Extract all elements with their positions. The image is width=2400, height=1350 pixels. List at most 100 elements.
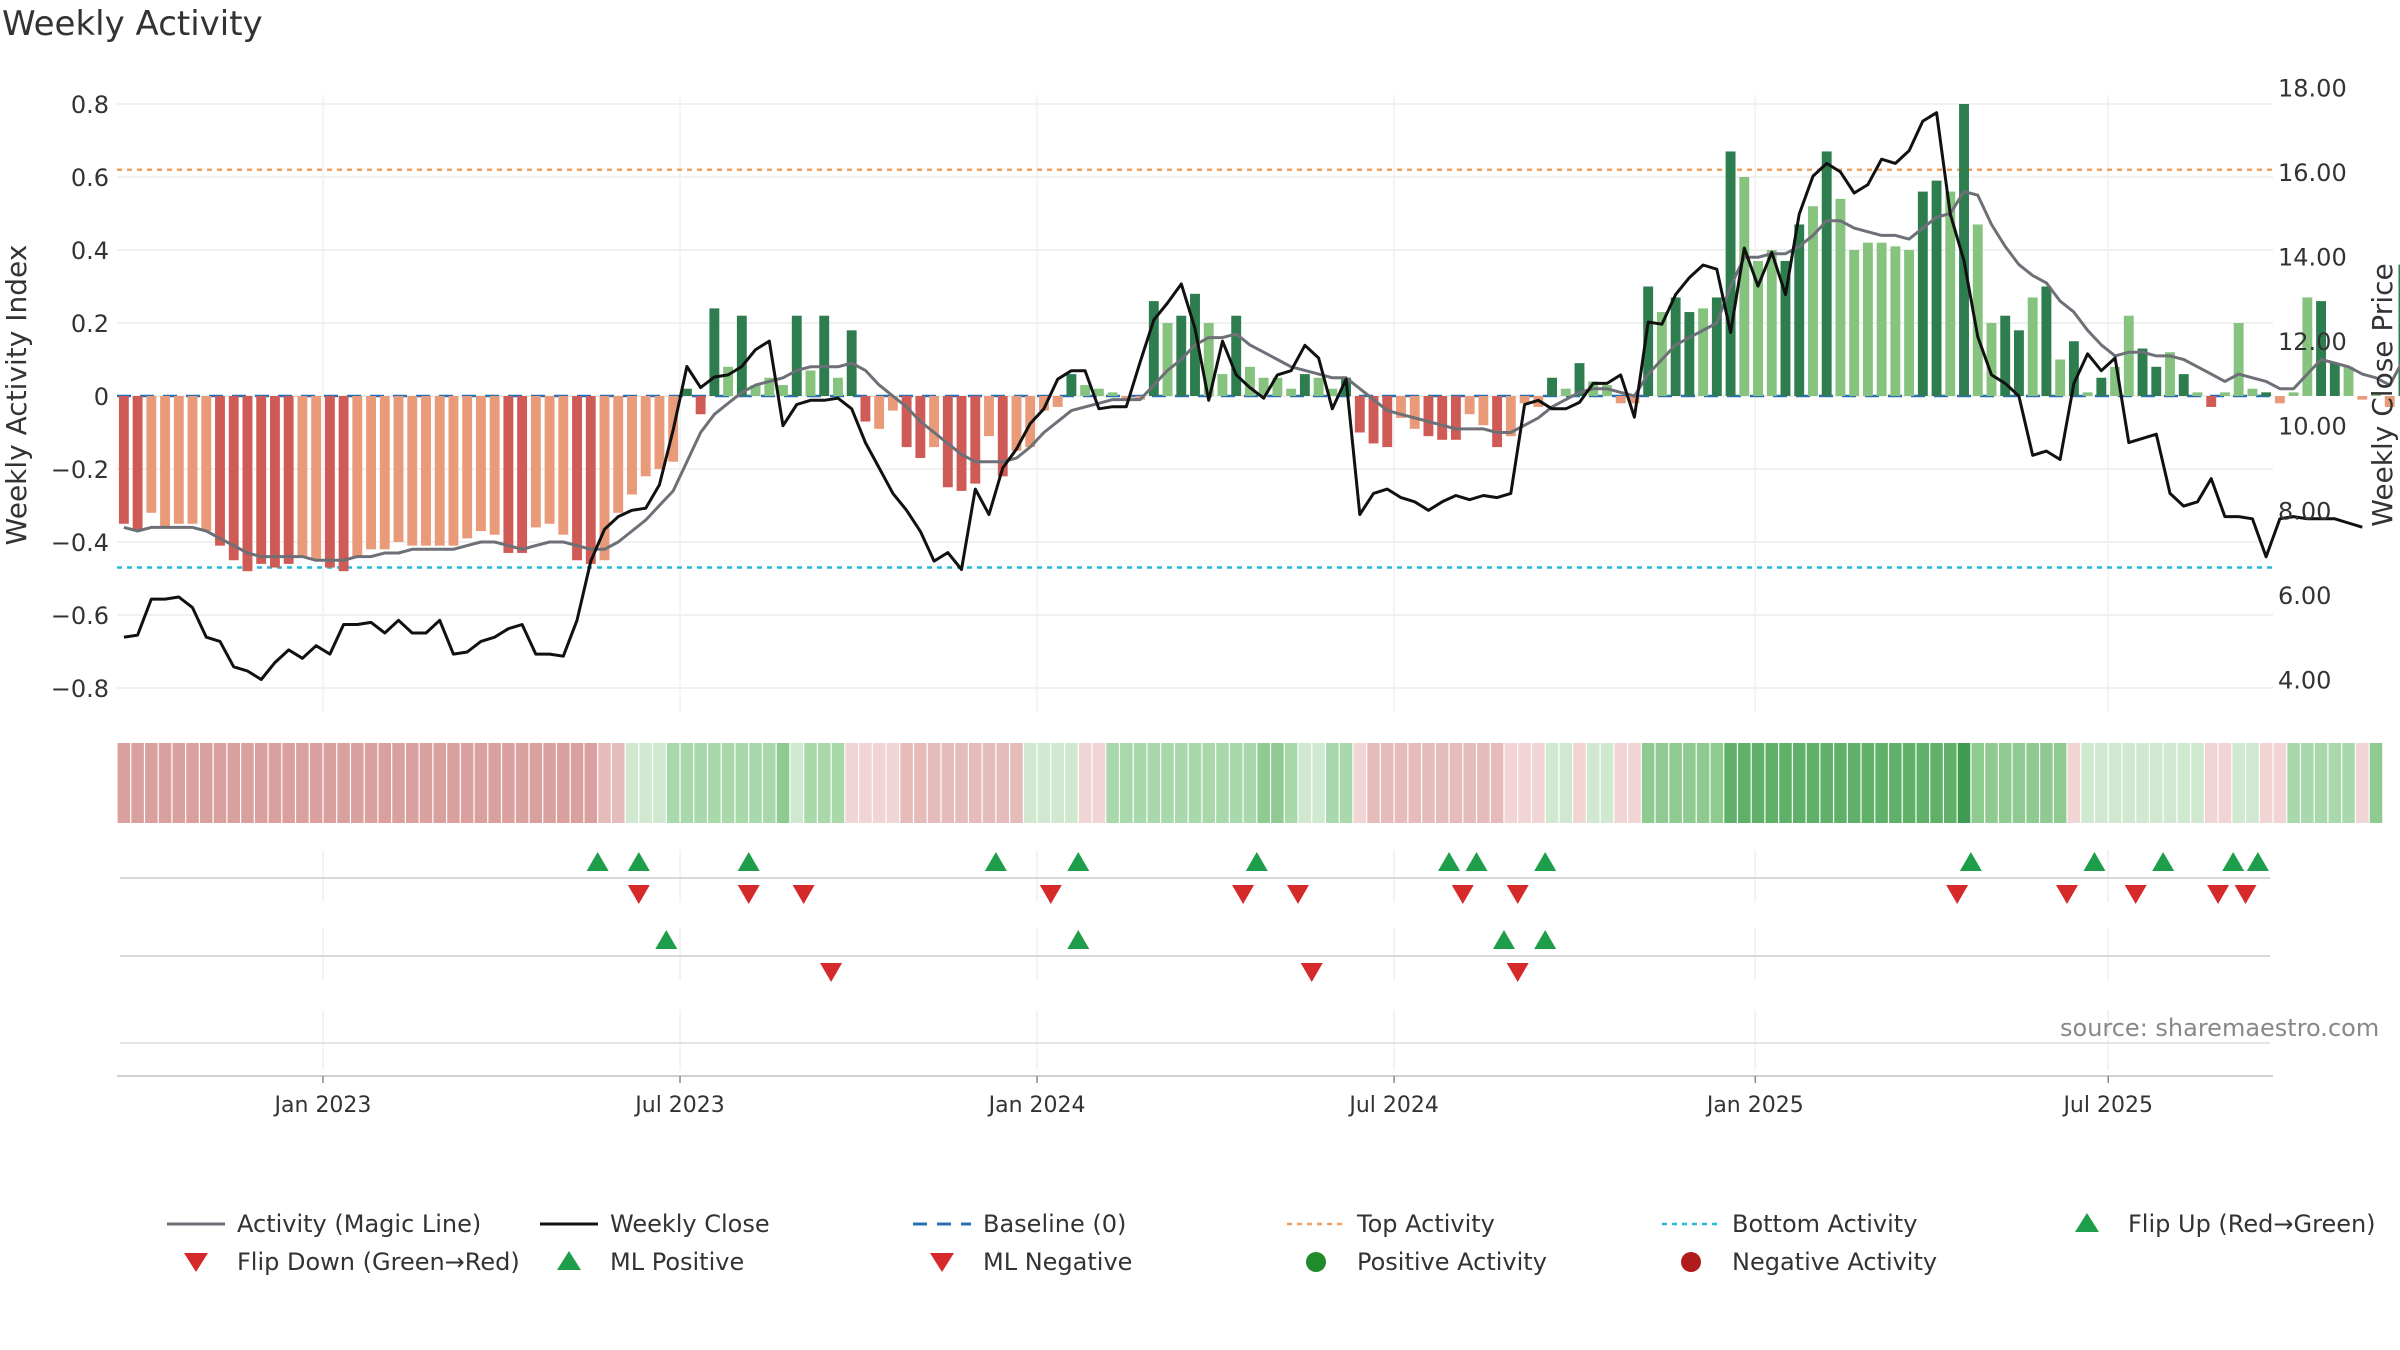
y-axis-right-label: Weekly Close Price bbox=[2366, 263, 2399, 526]
activity-bar bbox=[2274, 396, 2285, 404]
activity-bar bbox=[1121, 396, 1132, 400]
heat-strip-cell bbox=[474, 743, 488, 823]
legend-label: Negative Activity bbox=[1732, 1248, 1937, 1276]
activity-bar bbox=[462, 396, 473, 539]
legend-item: Top Activity bbox=[1287, 1210, 1495, 1238]
heat-strip-cell bbox=[1092, 743, 1106, 823]
activity-bar bbox=[2206, 396, 2217, 407]
ml-positive-marker bbox=[1534, 930, 1557, 949]
activity-bar bbox=[1821, 151, 1832, 396]
heat-strip-cell bbox=[666, 743, 680, 823]
heat-strip-cell bbox=[1971, 743, 1985, 823]
heat-strip-cell bbox=[831, 743, 845, 823]
activity-bar bbox=[311, 396, 322, 561]
heat-strip-cell bbox=[845, 743, 858, 823]
heat-strip-cell bbox=[721, 743, 735, 823]
activity-bar bbox=[1478, 396, 1489, 426]
y-tick-left-label: 0.6 bbox=[71, 164, 109, 192]
activity-bar bbox=[750, 385, 761, 396]
activity-bar bbox=[1354, 396, 1365, 433]
source-credit: source: sharemaestro.com bbox=[2060, 1014, 2380, 1042]
activity-bar bbox=[1574, 363, 1585, 396]
heat-strip-cell bbox=[1669, 743, 1682, 823]
heat-strip-cell bbox=[2328, 743, 2342, 823]
heat-strip-cell bbox=[859, 743, 872, 823]
activity-bar bbox=[530, 396, 541, 528]
signal-markers bbox=[117, 852, 2273, 1077]
activity-bar bbox=[1629, 396, 1640, 404]
activity-bar bbox=[1382, 396, 1393, 448]
heat-strip-cell bbox=[2246, 743, 2259, 823]
heat-strip-cell bbox=[1229, 743, 1243, 823]
activity-bar bbox=[997, 396, 1008, 477]
flip-down-marker bbox=[1039, 885, 1062, 904]
heat-strip-cell bbox=[282, 743, 295, 823]
flip-up-marker bbox=[586, 852, 609, 871]
heat-strip-cell bbox=[1518, 743, 1531, 823]
activity-bar bbox=[448, 396, 459, 546]
heat-strip-cell bbox=[1051, 743, 1064, 823]
heat-strip-cell bbox=[1284, 743, 1298, 823]
heat-strip-cell bbox=[1875, 743, 1888, 823]
heat-strip-cell bbox=[378, 743, 392, 823]
heat-strip-cell bbox=[941, 743, 955, 823]
heat-strip-cell bbox=[2314, 743, 2328, 823]
heat-strip-cell bbox=[117, 743, 131, 823]
legend: Activity (Magic Line) Weekly Close Baselin… bbox=[167, 1210, 2376, 1276]
legend-swatch bbox=[557, 1251, 581, 1270]
activity-bar bbox=[572, 396, 582, 561]
activity-bar bbox=[544, 396, 555, 524]
y-tick-right-label: 18.00 bbox=[2278, 74, 2347, 102]
heat-strip-cell bbox=[1586, 743, 1600, 823]
activity-bar bbox=[723, 366, 734, 396]
activity-bar bbox=[1423, 396, 1434, 437]
y-tick-right-label: 16.00 bbox=[2278, 159, 2347, 187]
x-tick-label: Jan 2024 bbox=[987, 1093, 1086, 1118]
x-tick-label: Jan 2025 bbox=[1705, 1093, 1804, 1118]
activity-bar bbox=[1437, 396, 1448, 440]
heat-strip-cell bbox=[1738, 743, 1751, 823]
activity-bar bbox=[2165, 352, 2175, 396]
activity-bar bbox=[1931, 180, 1942, 396]
activity-bar bbox=[2055, 359, 2066, 396]
activity-bar bbox=[379, 396, 390, 550]
heat-strip-cell bbox=[790, 743, 804, 823]
heat-strip-cell bbox=[1806, 743, 1820, 823]
heat-strip-cell bbox=[460, 743, 474, 823]
heat-strip-cell bbox=[1847, 743, 1861, 823]
heat-strip-cell bbox=[1339, 743, 1353, 823]
legend-item: ML Positive bbox=[557, 1248, 744, 1276]
activity-bar bbox=[1286, 388, 1297, 396]
activity-bar bbox=[201, 396, 212, 532]
weekly-close-line bbox=[123, 111, 2363, 681]
legend-item: Baseline (0) bbox=[913, 1210, 1126, 1238]
heat-strip-cell bbox=[1463, 743, 1476, 823]
heat-strip-cell bbox=[1902, 743, 1916, 823]
heat-strip-cell bbox=[1065, 743, 1078, 823]
flip-down-marker bbox=[1506, 885, 1529, 904]
heat-strip-cell bbox=[2191, 743, 2204, 823]
heat-strip-cell bbox=[2150, 743, 2163, 823]
activity-bar bbox=[228, 396, 239, 561]
y-tick-left-label: −0.6 bbox=[51, 602, 109, 630]
legend-swatch bbox=[184, 1253, 208, 1272]
activity-bar bbox=[503, 396, 514, 553]
flip-up-marker bbox=[2083, 852, 2106, 871]
activity-bar bbox=[118, 396, 129, 524]
heat-strip-cell bbox=[817, 743, 831, 823]
activity-bar bbox=[2027, 297, 2038, 396]
activity-bar bbox=[1698, 308, 1709, 396]
activity-bar bbox=[901, 396, 912, 448]
y-tick-right-label: 6.00 bbox=[2278, 582, 2331, 610]
heat-strip-cell bbox=[776, 743, 790, 823]
y-tick-left-label: 0.8 bbox=[71, 91, 109, 119]
activity-bar bbox=[558, 396, 569, 535]
heat-strip-cell bbox=[1820, 743, 1833, 823]
heat-strip-cell bbox=[996, 743, 1010, 823]
activity-bar bbox=[1945, 191, 1956, 396]
y-tick-left-label: −0.8 bbox=[51, 675, 109, 703]
activity-bar bbox=[2398, 264, 2400, 396]
activity-bar bbox=[1560, 388, 1571, 396]
heat-strip-cell bbox=[763, 743, 776, 823]
legend-item: ML Negative bbox=[930, 1248, 1132, 1276]
